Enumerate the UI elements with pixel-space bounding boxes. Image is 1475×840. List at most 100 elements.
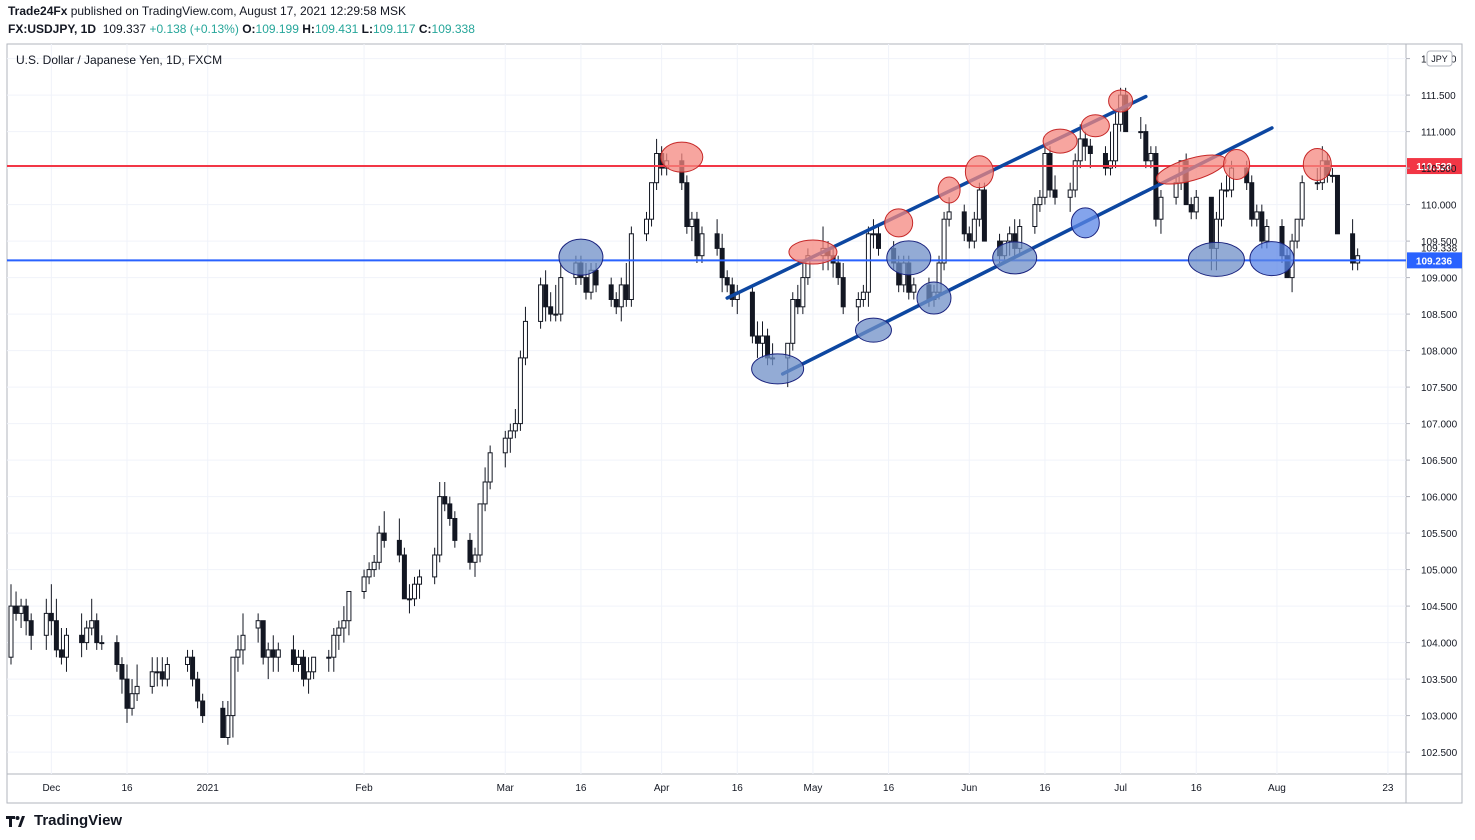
candle-body	[961, 211, 967, 235]
candle-body	[1037, 196, 1043, 206]
low-label: L:	[361, 22, 373, 36]
candle-body	[643, 218, 649, 235]
resistance-touch-marker	[964, 155, 994, 189]
price-tick-label: 109.000	[1421, 274, 1458, 285]
candle-body	[548, 306, 554, 315]
time-tick-label: 16	[575, 783, 587, 794]
candle-body	[941, 218, 947, 264]
candle-body	[361, 576, 367, 593]
candle-body	[1329, 174, 1335, 177]
channel-trendline	[725, 94, 1148, 300]
price-tick-label: 110.500	[1421, 164, 1457, 175]
candle-body	[517, 357, 523, 425]
currency-badge[interactable]: JPY	[1426, 50, 1453, 67]
price-tick-label: 102.500	[1421, 748, 1458, 759]
support-price-tag	[1407, 252, 1462, 269]
ohlc-line: FX:USDJPY, 1D 109.337 +0.138 (+0.13%) O:…	[8, 22, 475, 36]
candle-body	[1254, 211, 1260, 220]
candle-body	[760, 335, 766, 344]
candle-body	[558, 277, 564, 315]
candle-body	[270, 649, 276, 658]
candle-body	[452, 518, 458, 541]
candle-body	[976, 189, 982, 220]
candle-body	[442, 496, 448, 505]
candle-body	[467, 539, 473, 563]
support-price-label: 109.236	[1416, 256, 1453, 267]
candle-body	[1208, 196, 1214, 249]
candle-body	[1355, 255, 1361, 264]
candle-body	[43, 612, 49, 636]
candle-body	[719, 247, 725, 279]
time-tick-label: Dec	[42, 783, 60, 794]
candle-body	[200, 700, 206, 717]
resistance-touch-marker	[937, 176, 961, 204]
candle-body	[1042, 153, 1048, 198]
time-tick-label: 23	[1382, 783, 1394, 794]
candle-body	[1264, 226, 1270, 242]
candle-body	[623, 284, 629, 300]
candle-body	[613, 299, 619, 308]
candle-body	[1350, 233, 1356, 264]
candle-body	[1148, 153, 1154, 162]
candle-body	[366, 569, 372, 578]
candle-body	[502, 437, 508, 454]
candle-body	[376, 532, 382, 563]
candle-body	[790, 299, 796, 344]
brand-name: TradingView	[34, 812, 123, 829]
candle-body	[800, 277, 806, 308]
candle-body	[628, 233, 634, 300]
candle-body	[134, 685, 140, 695]
candle-body	[684, 182, 690, 227]
candle-body	[593, 269, 599, 286]
candle-body	[1007, 233, 1013, 242]
candle-body	[754, 335, 760, 344]
candle-body	[543, 284, 549, 308]
candle-body	[417, 576, 423, 585]
time-tick-label: 16	[883, 783, 895, 794]
close-label: C:	[418, 22, 432, 36]
candle-body	[1224, 189, 1230, 192]
symbol-label: FX:USDJPY, 1D	[8, 22, 97, 36]
candle-body	[482, 481, 488, 505]
candle-body	[749, 291, 755, 337]
candle-body	[865, 233, 871, 293]
candle-body	[190, 656, 196, 680]
chart-title: U.S. Dollar / Japanese Yen, 1D, FXCM	[16, 53, 222, 67]
candle-body	[971, 218, 977, 242]
price-tick-label: 108.000	[1421, 347, 1458, 358]
candle-body	[608, 284, 614, 300]
support-touch-marker	[916, 281, 952, 315]
candle-body	[981, 189, 987, 242]
resistance-touch-marker	[1108, 89, 1134, 113]
resistance-touch-marker	[1302, 147, 1332, 181]
candle-body	[1067, 189, 1073, 198]
candle-body	[694, 218, 700, 257]
published-text: published on TradingView.com, August 17,…	[67, 4, 407, 18]
tradingview-logo[interactable]: TradingView	[6, 812, 122, 829]
author-name[interactable]: Trade24Fx	[8, 4, 68, 18]
price-tick-label: 107.500	[1421, 383, 1458, 394]
candle-body	[341, 620, 347, 629]
candle-body	[860, 291, 866, 301]
candle-body	[53, 620, 59, 651]
candle-body	[94, 620, 100, 644]
time-tick-label: Jun	[961, 783, 977, 794]
time-tick-label: 16	[1191, 783, 1203, 794]
candle-body	[401, 554, 407, 600]
price-tick-label: 106.000	[1421, 493, 1458, 504]
candle-body	[840, 277, 846, 308]
candle-body	[159, 671, 165, 680]
time-tick-label: May	[803, 783, 822, 794]
candle-body	[331, 634, 337, 658]
support-touch-marker	[854, 317, 892, 343]
support-touch-marker	[1070, 207, 1100, 239]
price-tick-label: 106.500	[1421, 456, 1458, 467]
price-change: +0.138 (+0.13%)	[149, 22, 239, 36]
time-tick-label: 2021	[197, 783, 220, 794]
time-tick-label: Jul	[1114, 783, 1127, 794]
candle-body	[447, 503, 453, 519]
grid	[7, 44, 1406, 774]
time-tick-label: Feb	[355, 783, 373, 794]
candle-body	[729, 284, 735, 300]
